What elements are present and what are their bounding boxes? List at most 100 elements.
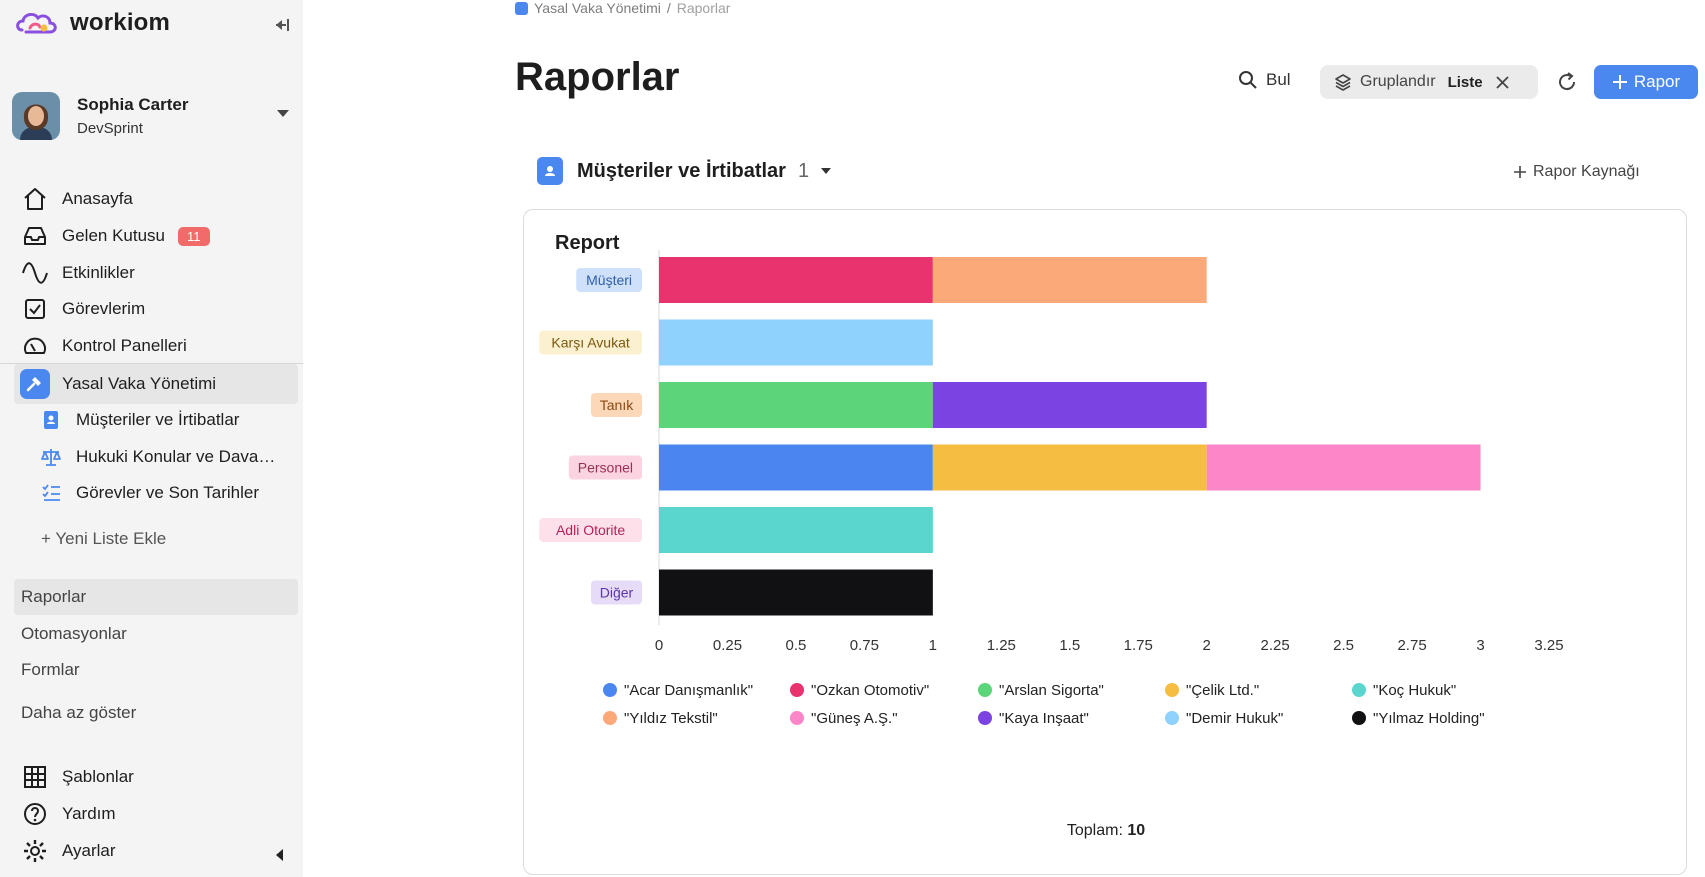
- refresh-button[interactable]: [1556, 71, 1578, 93]
- find-button[interactable]: Bul: [1238, 70, 1291, 90]
- breadcrumb-space[interactable]: Yasal Vaka Yönetimi: [534, 0, 661, 16]
- nav-item-label: Kontrol Panelleri: [62, 336, 187, 355]
- report-card: Report Müşteri Karşı Avukat Tanık Personel A…: [523, 209, 1687, 875]
- nav-item-label: Etkinlikler: [62, 263, 135, 282]
- sidebar-item-reports[interactable]: Raporlar: [14, 579, 298, 615]
- chevron-down-icon[interactable]: [277, 110, 289, 117]
- nav-item-label: Görevlerim: [62, 299, 146, 318]
- x-tick-label: 2: [1203, 637, 1211, 654]
- checkbox-icon: [20, 294, 50, 324]
- nav-item-inbox[interactable]: Gelen Kutusu 11: [20, 219, 295, 253]
- legend-swatch: [790, 683, 804, 697]
- x-tick-label: 2.75: [1397, 637, 1426, 654]
- sidebar-divider: [0, 363, 303, 364]
- category-label: Personel: [578, 460, 633, 476]
- legend-label: "Yıldız Tekstil": [624, 710, 718, 727]
- x-tick-label: 2.25: [1261, 637, 1290, 654]
- nav-item-home[interactable]: Anasayfa: [20, 182, 295, 216]
- gauge-icon: [20, 331, 50, 361]
- breadcrumb: Yasal Vaka Yönetimi / Raporlar: [515, 0, 730, 16]
- add-list-button[interactable]: + Yeni Liste Ekle: [41, 529, 167, 548]
- gear-icon: [20, 836, 50, 866]
- checklist-icon: [42, 484, 60, 501]
- legend-swatch: [790, 711, 804, 725]
- plus-icon: [1514, 166, 1526, 178]
- scales-icon: [41, 449, 61, 466]
- nav-item-settings[interactable]: Ayarlar: [20, 834, 295, 868]
- inbox-icon: [20, 221, 50, 251]
- legend-label: "Kaya Inşaat": [999, 710, 1089, 727]
- home-icon: [20, 184, 50, 214]
- new-report-label: Rapor: [1633, 72, 1681, 91]
- x-tick-label: 1.25: [987, 637, 1016, 654]
- x-tick-label: 2.5: [1333, 637, 1354, 654]
- show-less-button[interactable]: Daha az göster: [21, 703, 137, 722]
- legend-label: "Arslan Sigorta": [999, 682, 1104, 699]
- legend-label: "Güneş A.Ş.": [811, 710, 898, 727]
- space-legal-case-management[interactable]: Yasal Vaka Yönetimi: [20, 367, 295, 401]
- layers-icon: [1335, 74, 1351, 91]
- nav-item-help[interactable]: Yardım: [20, 797, 295, 831]
- report-bar-chart: Müşteri Karşı Avukat Tanık Personel Adli Oto…: [539, 250, 1564, 727]
- grid-icon: [20, 762, 50, 792]
- legend-label: "Koç Hukuk": [1373, 682, 1456, 699]
- nav-item-activities[interactable]: Etkinlikler: [20, 256, 295, 290]
- plus-icon: [1612, 75, 1627, 89]
- chevron-down-icon[interactable]: [821, 168, 832, 174]
- nav-item-label: Yardım: [62, 804, 116, 823]
- new-report-button[interactable]: Rapor: [1594, 65, 1698, 99]
- help-icon: [20, 799, 50, 829]
- legend-swatch: [603, 683, 617, 697]
- x-tick-label: 1: [929, 637, 937, 654]
- source-count: 1: [797, 159, 810, 182]
- category-label: Karşı Avukat: [551, 335, 629, 351]
- category-label: Müşteri: [586, 272, 632, 288]
- bar-segment: [659, 507, 933, 553]
- list-item-legal-matters[interactable]: Hukuki Konular ve Davalar: [40, 441, 298, 473]
- list-item-tasks-deadlines[interactable]: Görevler ve Son Tarihler: [40, 477, 298, 509]
- x-tick-label: 0.5: [785, 637, 806, 654]
- bar-segment: [932, 382, 1207, 428]
- collapse-sidebar-button[interactable]: [270, 14, 292, 36]
- collapse-arrow-icon: [276, 19, 289, 31]
- x-tick-label: 1.5: [1059, 637, 1080, 654]
- bar-segment: [659, 319, 933, 366]
- category-label-pill: [539, 518, 642, 542]
- app-name: workiom: [70, 9, 171, 36]
- nav-item-dashboards[interactable]: Kontrol Panelleri: [20, 329, 295, 363]
- legend-label: "Çelik Ltd.": [1186, 682, 1259, 699]
- nav-item-templates[interactable]: Şablonlar: [20, 760, 295, 794]
- sidebar-item-automations[interactable]: Otomasyonlar: [21, 624, 127, 643]
- legend-swatch: [1352, 683, 1366, 697]
- add-report-source-button[interactable]: Rapor Kaynağı: [1513, 163, 1640, 181]
- legend-label: "Demir Hukuk": [1186, 710, 1283, 727]
- legend-swatch: [1352, 711, 1366, 725]
- group-by-label: Gruplandır: [1360, 73, 1436, 90]
- close-icon[interactable]: [1495, 74, 1511, 90]
- x-tick-label: 0: [655, 637, 663, 654]
- list-item-label: Hukuki Konular ve Davalar: [76, 447, 276, 466]
- total-value: 10: [1127, 822, 1146, 839]
- nav-item-label: Anasayfa: [62, 189, 133, 208]
- category-label-pill: [568, 455, 642, 480]
- expand-left-icon[interactable]: [276, 849, 283, 861]
- nav-item-my-tasks[interactable]: Görevlerim: [20, 292, 295, 326]
- list-item-clients-contacts[interactable]: Müşteriler ve İrtibatlar: [40, 404, 298, 436]
- total-label: Toplam:: [1066, 822, 1123, 839]
- user-profile[interactable]: Sophia Carter DevSprint: [12, 90, 297, 142]
- sidebar-item-forms[interactable]: Formlar: [21, 660, 80, 679]
- x-tick-label: 3: [1476, 637, 1484, 654]
- space-label: Yasal Vaka Yönetimi: [62, 374, 217, 393]
- gavel-icon: [20, 369, 50, 399]
- bar-segment: [932, 257, 1207, 303]
- bar-segment: [659, 569, 933, 616]
- logo[interactable]: workiom: [14, 8, 170, 38]
- category-label-pill: [576, 268, 642, 292]
- category-label-pill: [591, 393, 642, 417]
- group-by-chip[interactable]: Gruplandır Liste: [1320, 65, 1538, 99]
- report-title: Report: [555, 232, 620, 254]
- category-label: Adli Otorite: [556, 522, 625, 538]
- add-report-source-label: Rapor Kaynağı: [1533, 163, 1640, 180]
- report-source-selector[interactable]: Müşteriler ve İrtibatlar 1: [537, 157, 832, 185]
- bar-segment: [659, 444, 933, 491]
